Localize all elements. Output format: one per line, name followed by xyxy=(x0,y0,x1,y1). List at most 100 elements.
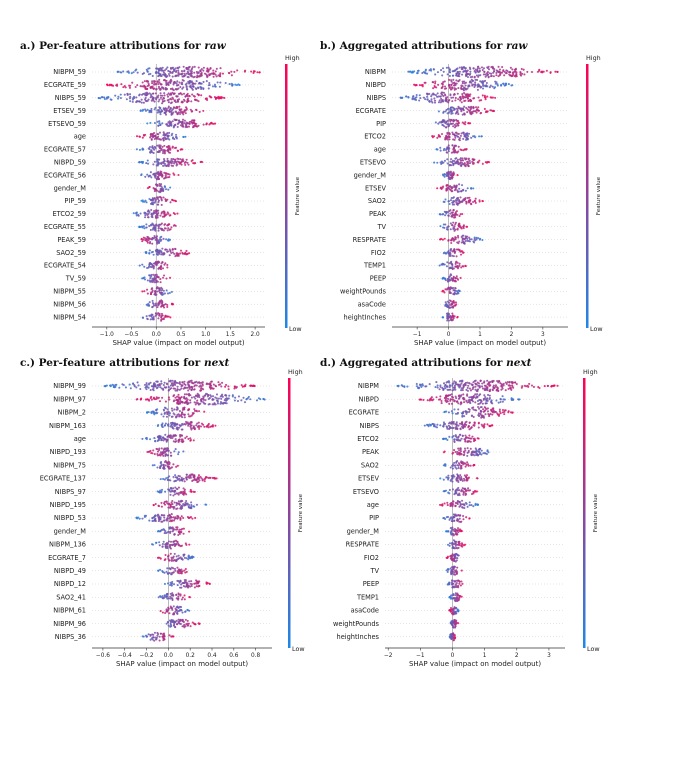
data-point xyxy=(463,96,467,99)
data-point xyxy=(160,505,163,508)
data-point xyxy=(147,216,150,219)
data-point xyxy=(196,392,199,395)
data-point xyxy=(165,83,168,86)
data-point xyxy=(167,212,170,215)
data-point xyxy=(469,199,472,202)
data-point xyxy=(128,97,131,100)
data-point xyxy=(183,109,187,112)
data-point xyxy=(468,382,471,385)
data-point xyxy=(457,105,460,108)
data-point xyxy=(188,503,191,507)
data-point xyxy=(414,97,417,100)
feature-label: ETCO2_59 xyxy=(53,210,86,218)
data-point xyxy=(174,379,177,382)
data-point xyxy=(177,606,180,610)
data-point xyxy=(449,261,452,264)
x-tick-label: 1 xyxy=(478,332,482,338)
data-point xyxy=(177,557,180,561)
data-point xyxy=(171,248,174,251)
data-point xyxy=(193,388,196,391)
beeswarm-row xyxy=(441,170,459,181)
data-point xyxy=(142,238,145,241)
data-point xyxy=(167,134,170,137)
data-point xyxy=(455,161,458,164)
data-point xyxy=(177,92,180,96)
data-point xyxy=(434,94,437,97)
data-point xyxy=(485,74,488,77)
data-point xyxy=(466,237,469,240)
data-point xyxy=(141,635,144,638)
data-point xyxy=(452,96,455,99)
data-point xyxy=(169,250,172,253)
data-point xyxy=(176,385,179,388)
x-tick-label: 0.6 xyxy=(229,653,239,659)
beeswarm-row xyxy=(138,222,177,232)
data-point xyxy=(174,610,177,613)
data-point xyxy=(168,478,171,482)
data-point xyxy=(192,85,195,88)
data-point xyxy=(451,133,454,136)
data-point xyxy=(159,149,162,152)
beeswarm-row xyxy=(141,286,173,297)
data-point xyxy=(168,436,171,439)
data-point xyxy=(473,158,476,161)
data-point xyxy=(452,221,455,224)
data-point xyxy=(166,592,169,595)
data-point xyxy=(157,85,160,88)
data-point xyxy=(141,162,144,165)
data-point xyxy=(191,412,195,415)
data-point xyxy=(195,579,198,582)
data-point xyxy=(152,273,155,276)
data-point xyxy=(236,400,240,403)
data-point xyxy=(151,299,154,302)
data-point xyxy=(202,123,205,126)
data-point xyxy=(137,214,140,217)
data-point xyxy=(161,595,164,598)
data-point xyxy=(153,83,156,86)
data-point xyxy=(473,110,476,113)
data-point xyxy=(176,66,179,69)
data-point xyxy=(114,94,117,97)
data-point xyxy=(234,396,237,399)
data-point xyxy=(468,159,471,162)
data-point xyxy=(179,586,182,589)
data-point xyxy=(141,263,144,266)
data-point xyxy=(155,70,158,73)
data-point xyxy=(224,394,227,397)
data-point xyxy=(457,113,460,116)
data-point xyxy=(473,75,476,78)
data-point xyxy=(443,85,447,88)
data-point xyxy=(255,399,258,402)
data-point xyxy=(200,400,203,403)
data-point xyxy=(180,413,183,417)
data-point xyxy=(152,315,155,318)
data-point xyxy=(476,78,479,82)
data-point xyxy=(228,72,231,75)
data-point xyxy=(458,137,461,140)
data-point xyxy=(115,383,118,386)
data-point xyxy=(146,87,149,90)
data-point xyxy=(448,303,451,307)
data-point xyxy=(166,408,169,411)
data-point xyxy=(474,136,477,139)
data-point xyxy=(442,161,445,164)
data-point xyxy=(182,65,185,68)
data-point xyxy=(177,592,180,595)
data-point xyxy=(170,79,173,82)
data-point xyxy=(472,79,475,82)
data-point xyxy=(452,239,455,242)
data-point xyxy=(428,92,431,96)
data-point xyxy=(180,81,184,84)
data-point xyxy=(177,119,180,122)
data-point xyxy=(151,86,154,90)
data-point xyxy=(189,108,192,111)
data-point xyxy=(170,435,173,438)
data-point xyxy=(508,71,511,74)
data-point xyxy=(462,159,465,162)
data-point xyxy=(160,382,163,385)
data-point xyxy=(456,67,459,70)
data-point xyxy=(184,383,187,386)
data-point xyxy=(176,526,179,529)
data-point xyxy=(175,465,178,468)
data-point xyxy=(160,199,163,202)
